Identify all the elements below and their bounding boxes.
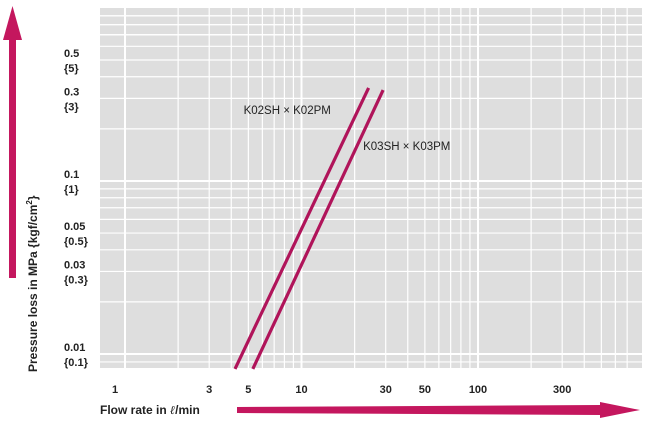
x-tick-label: 1 (112, 384, 118, 396)
plot-area (100, 8, 642, 368)
x-axis-title-suffix: /min (175, 403, 200, 417)
x-axis-title-prefix: Flow rate in (100, 403, 170, 417)
grid-lines (100, 8, 642, 368)
y-axis-title-sup: 2 (25, 200, 34, 205)
y-tick-sublabel: {0.1} (64, 357, 89, 369)
y-axis-title-main: Pressure loss in MPa {kgf/cm (26, 205, 40, 372)
y-axis-title-end: } (26, 195, 40, 200)
y-tick-label: 0.01 (64, 342, 85, 354)
y-axis-title: Pressure loss in MPa {kgf/cm2} (25, 195, 40, 372)
y-tick-label: 0.05 (64, 221, 85, 233)
x-tick-label: 100 (469, 384, 487, 396)
x-axis-arrow-icon (237, 402, 640, 418)
x-tick-labels: 1 3 5 10 30 50 100 300 (112, 384, 571, 396)
x-axis-title-unit: ℓ (170, 403, 175, 417)
y-tick-label: 0.03 (64, 259, 85, 271)
y-tick-label: 0.3 (64, 86, 79, 98)
series-layer: K02SH × K02PM K03SH × K03PM (233, 87, 450, 370)
series-line-1 (233, 87, 371, 370)
y-tick-sublabel: {3} (64, 101, 79, 113)
axis-arrows (3, 6, 640, 418)
y-tick-sublabel: {5} (64, 63, 79, 75)
y-tick-labels: 0.5 {5} 0.3 {3} 0.1 {1} 0.05 {0.5} 0.03 {0.3} 0.01… (64, 48, 89, 369)
x-tick-label: 3 (206, 384, 212, 396)
y-tick-sublabel: {0.3} (64, 274, 89, 286)
series-label-1: K02SH × K02PM (244, 105, 331, 117)
x-tick-label: 30 (380, 384, 392, 396)
series-label-2: K03SH × K03PM (363, 141, 450, 153)
y-tick-label: 0.5 (64, 48, 79, 60)
x-tick-label: 50 (419, 384, 431, 396)
y-tick-label: 0.1 (64, 169, 79, 181)
y-tick-sublabel: {0.5} (64, 236, 89, 248)
y-tick-sublabel: {1} (64, 184, 79, 196)
x-tick-label: 10 (295, 384, 307, 396)
x-axis-title: Flow rate in ℓ/min (100, 403, 200, 417)
y-axis-arrow-shaft (9, 38, 16, 278)
x-tick-label: 300 (553, 384, 571, 396)
x-tick-label: 5 (245, 384, 251, 396)
y-axis-arrowhead-icon (3, 6, 22, 40)
series-line-2 (251, 89, 385, 370)
